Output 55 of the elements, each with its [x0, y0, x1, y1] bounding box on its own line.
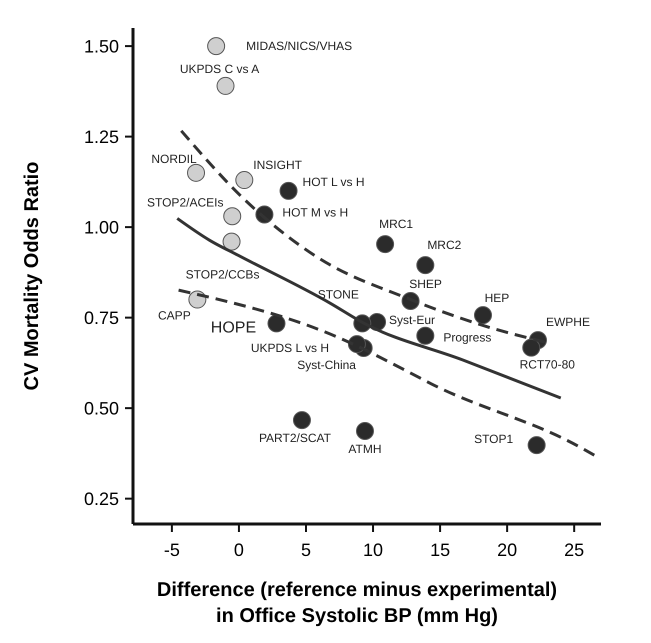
x-axis-title: Difference (reference minus experimental) in Office Systolic BP (mm Hg): [156, 579, 558, 627]
x-tick-label: 0: [234, 540, 244, 560]
x-tick-label: 5: [300, 540, 311, 560]
annotation: HOPE: [210, 319, 256, 336]
point: [280, 182, 298, 200]
point: [235, 171, 254, 190]
annotation: CAPP: [158, 308, 191, 323]
point: [267, 314, 286, 332]
point: [376, 235, 394, 254]
annotation: PART2/SCAT: [258, 431, 332, 446]
annotation: Syst-Eur: [389, 312, 436, 327]
y-tick-label: 0.75: [84, 308, 119, 328]
annotation: STOP2/ACEIs: [146, 195, 224, 210]
annotation: HOT L vs H: [302, 174, 365, 189]
y-tick-label: 1.00: [84, 217, 119, 238]
point: [223, 207, 242, 226]
annotation: SHEP: [409, 276, 442, 291]
annotation: UKPDS L vs H: [250, 341, 330, 356]
annotation: Progress: [443, 330, 492, 345]
point: [187, 164, 206, 182]
y-axis-title: CV Mortality Odds Ratio: [21, 162, 43, 390]
annotation: MRC1: [379, 217, 414, 232]
annotation: NORDIL: [151, 152, 198, 166]
x-tick-label: 20: [497, 540, 518, 560]
annotation: Syst-China: [297, 358, 356, 372]
point: [528, 436, 546, 454]
point: [356, 422, 374, 440]
point: [207, 37, 226, 56]
annotation: HEP: [484, 291, 510, 306]
annotation: ATMH: [348, 442, 382, 456]
annotation: INSIGHT: [253, 158, 303, 172]
annotation: RCT70-80: [520, 358, 576, 372]
x-tick-label: -5: [164, 540, 180, 560]
point: [292, 411, 311, 430]
annotation: STOP2/CCBs: [186, 268, 260, 282]
annotation: UKPDS C vs A: [180, 62, 260, 76]
x-tick-label: 25: [564, 540, 584, 560]
point: [474, 306, 492, 324]
annotation: HOT M vs H: [282, 205, 348, 220]
y-tick-label: 0.50: [84, 398, 119, 418]
annotation: STONE: [318, 287, 359, 302]
x-tick-label: 10: [363, 540, 384, 560]
annotation: MRC2: [427, 238, 462, 252]
x-tick-label: 15: [430, 540, 450, 560]
annotation: MIDAS/NICS/VHAS: [246, 39, 352, 54]
annotation: STOP1: [474, 432, 514, 446]
y-tick-label: 0.25: [84, 488, 119, 509]
point: [416, 326, 434, 345]
point: [222, 232, 241, 251]
point: [416, 256, 434, 274]
y-tick-label: 1.50: [84, 36, 119, 56]
point: [522, 338, 540, 357]
y-tick-label: 1.25: [84, 126, 119, 147]
annotation: EWPHE: [546, 315, 590, 330]
point: [216, 76, 235, 95]
